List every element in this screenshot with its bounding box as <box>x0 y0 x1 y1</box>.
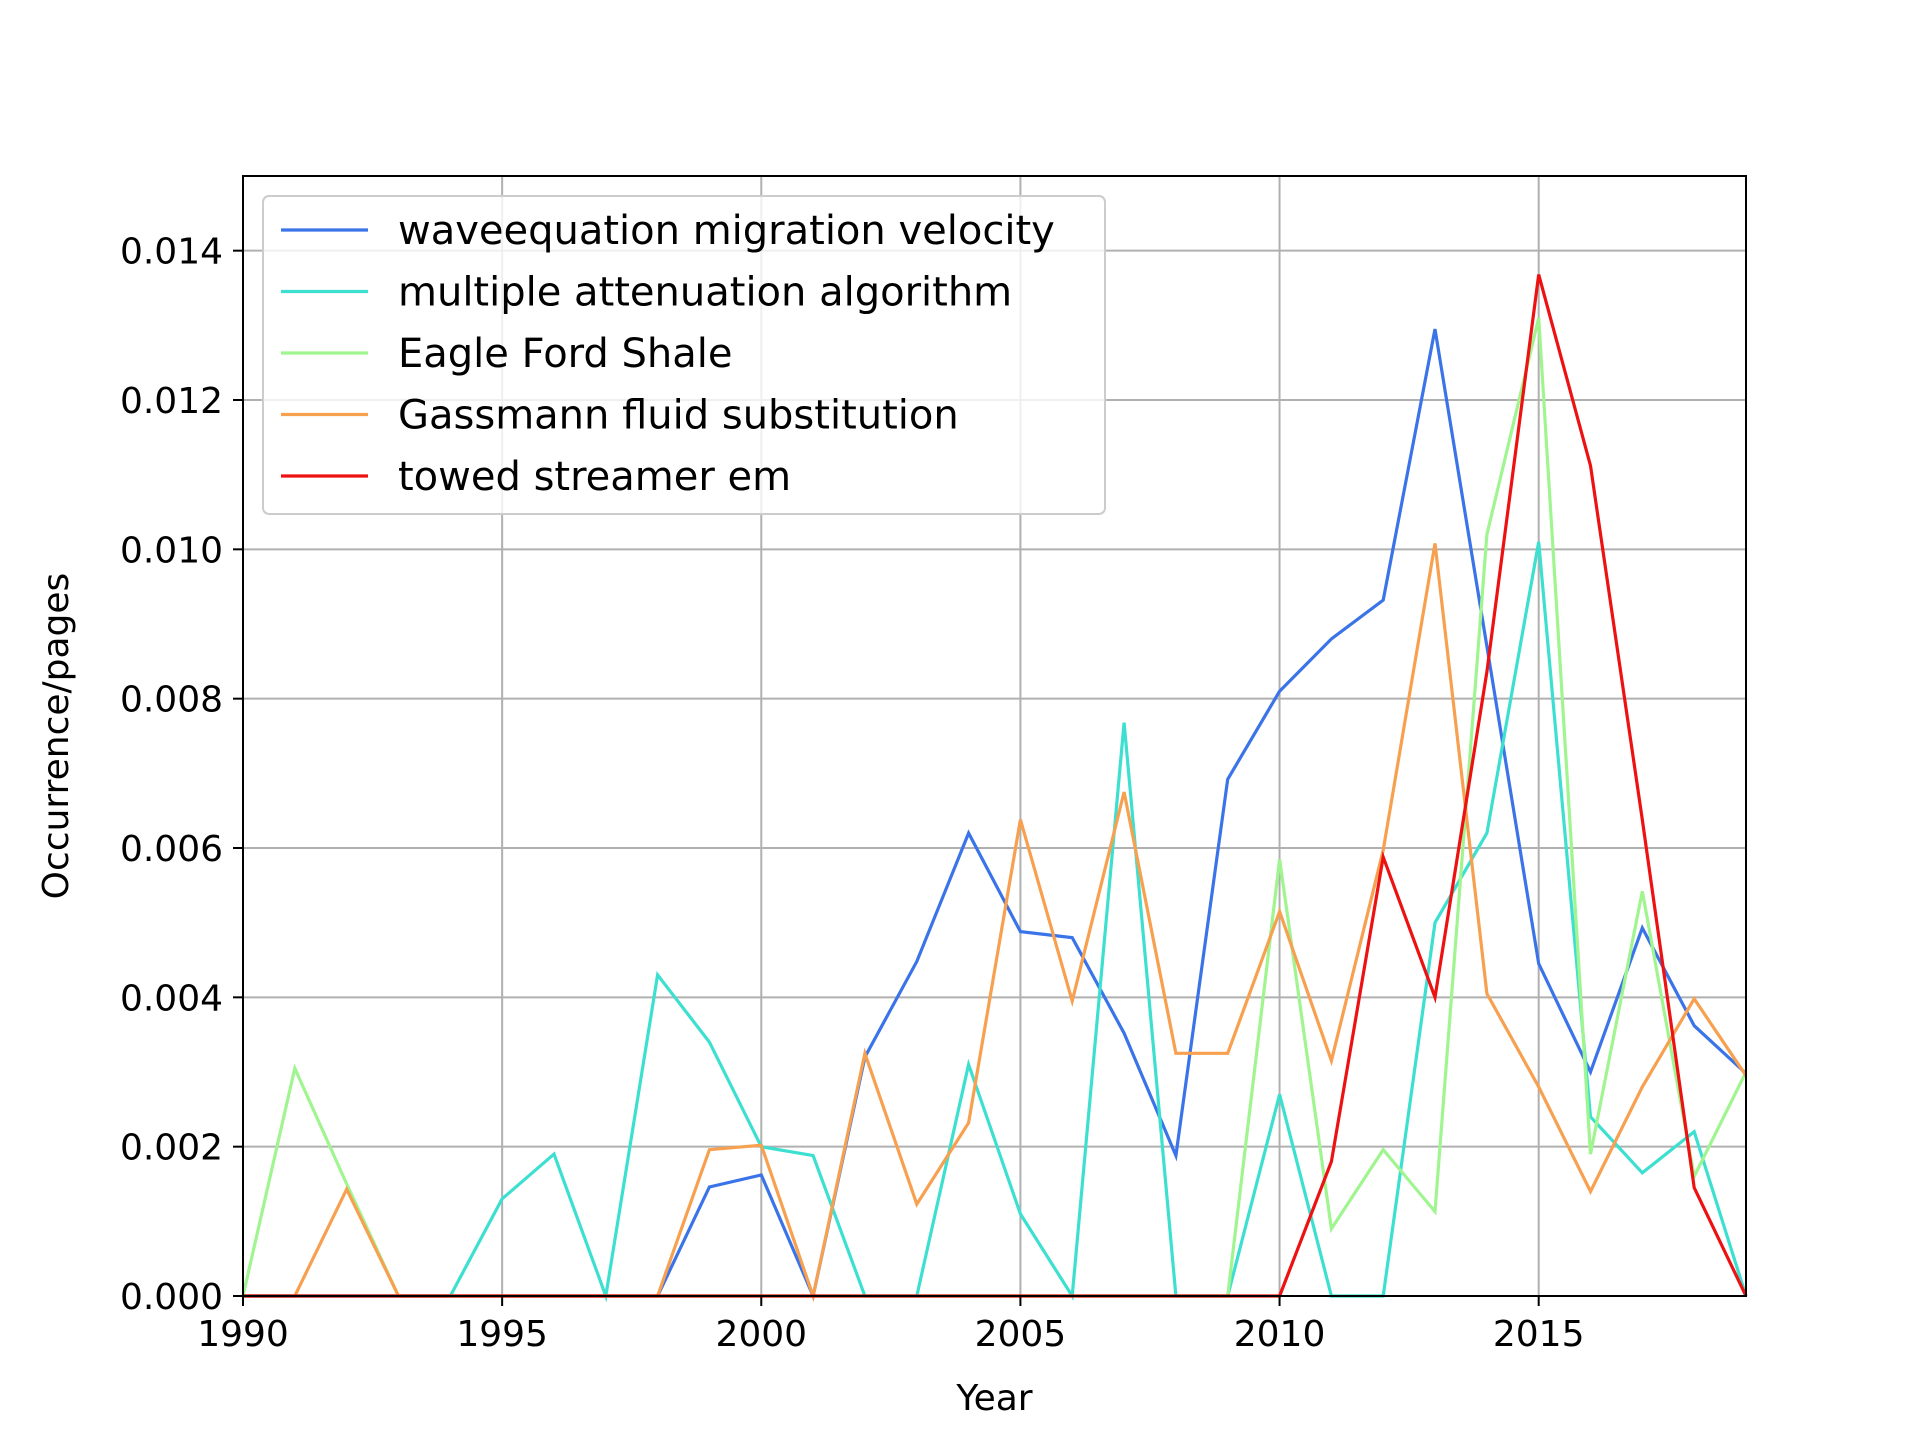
x-tick-label: 2005 <box>975 1314 1067 1355</box>
x-tick-label: 2010 <box>1234 1314 1326 1355</box>
y-tick-label: 0.012 <box>120 381 223 422</box>
x-tick-label: 2015 <box>1493 1314 1585 1355</box>
y-tick-label: 0.014 <box>120 232 223 273</box>
plot-frame <box>242 175 1747 1297</box>
legend-label: waveequation migration velocity <box>398 208 1055 254</box>
x-axis-ticks: 1990 1995 2000 2005 2010 2015 <box>197 1296 1585 1355</box>
legend-label: Eagle Ford Shale <box>398 331 733 377</box>
x-tick-label: 1990 <box>197 1314 289 1355</box>
legend-box <box>262 195 1106 515</box>
x-tick-label: 2000 <box>715 1314 807 1355</box>
y-tick-label: 0.006 <box>120 829 223 870</box>
legend: waveequation migration velocity multiple … <box>262 195 1106 515</box>
y-tick-label: 0.008 <box>120 680 223 721</box>
legend-label: Gassmann fluid substitution <box>398 393 959 439</box>
series-line-2 <box>243 541 1748 1303</box>
y-axis-ticks: 0.000 0.002 0.004 0.006 0.008 0.010 0.012 0.014 <box>120 232 243 1318</box>
y-tick-label: 0.002 <box>120 1128 223 1169</box>
y-axis-label: Occurrence/pages <box>36 573 77 900</box>
y-tick-label: 0.010 <box>120 530 223 571</box>
x-axis-label: Year <box>955 1378 1032 1419</box>
y-tick-label: 0.004 <box>120 978 223 1019</box>
legend-label: towed streamer em <box>398 454 791 500</box>
y-tick-label: 0.000 <box>120 1277 223 1318</box>
legend-label: multiple attenuation algorithm <box>398 270 1012 316</box>
x-tick-label: 1995 <box>456 1314 548 1355</box>
